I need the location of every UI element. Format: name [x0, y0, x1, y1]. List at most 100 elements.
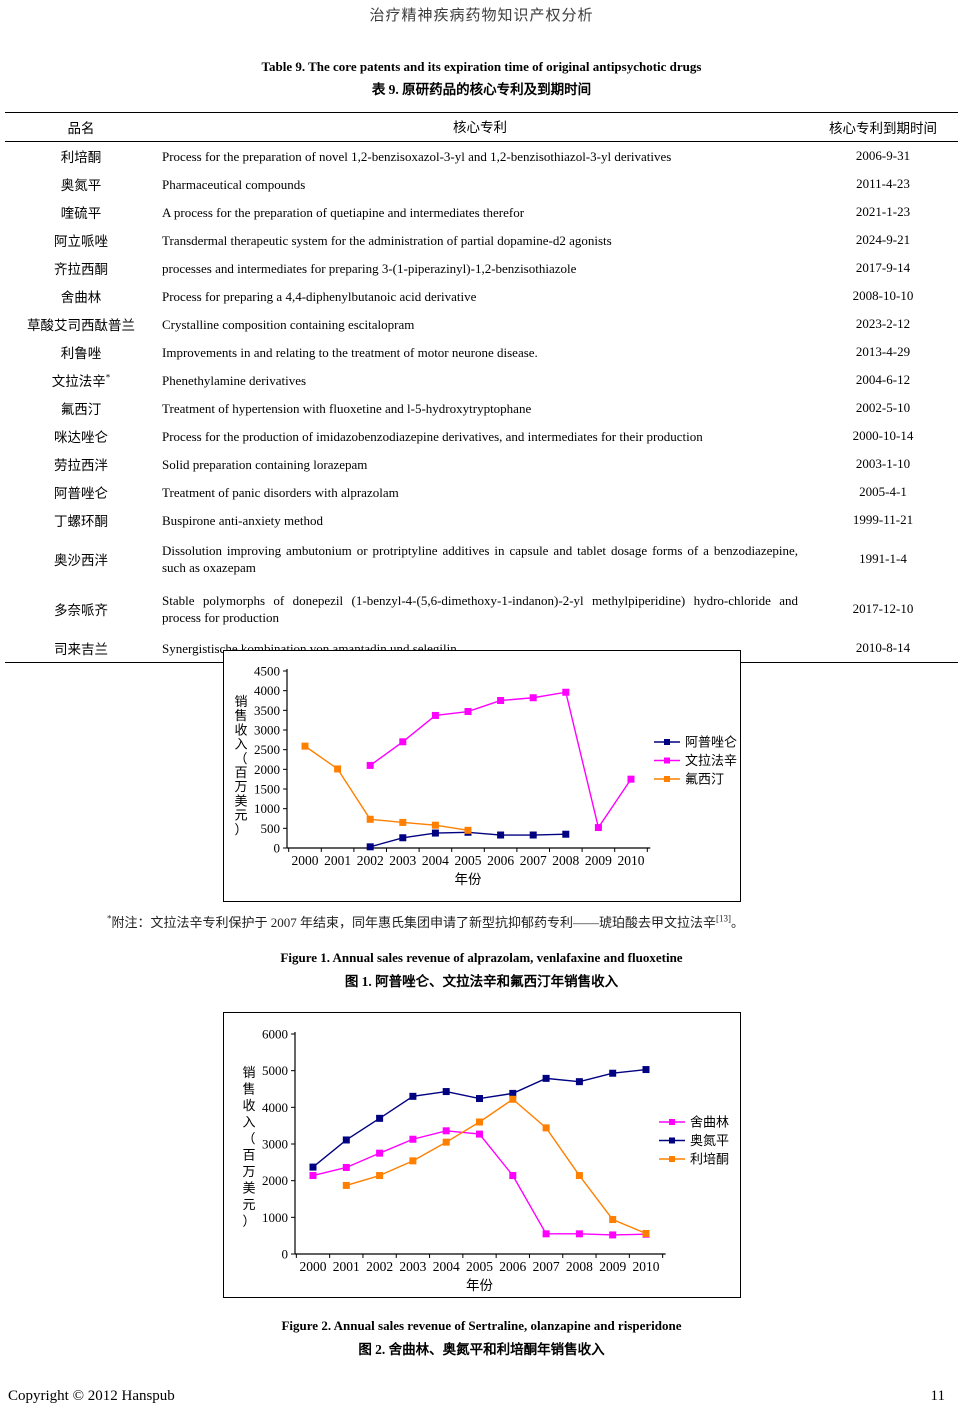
- x-tick-label: 2000: [292, 853, 319, 868]
- table-caption-en: Table 9. The core patents and its expira…: [261, 59, 702, 74]
- table-row: 氟西汀 Treatment of hypertension with fluoxe…: [5, 394, 958, 422]
- expiry-date-cell: 2010-8-14: [808, 634, 958, 663]
- drug-name-cell: 舍曲林: [60, 290, 102, 305]
- expiry-date-cell: 2017-12-10: [852, 601, 914, 616]
- series-line: [369, 691, 632, 830]
- drug-name-cell: 草酸艾司西酞普兰: [27, 318, 135, 333]
- figure2-caption-zh: 图 2. 舍曲林、奥氮平和利培酮年销售收入: [358, 1342, 605, 1357]
- expiry-date-cell: 2011-4-23: [856, 176, 910, 191]
- expiry-date-cell: 2002-5-10: [855, 400, 911, 415]
- x-tick-label: 2002: [366, 1259, 393, 1274]
- y-axis-title-char: 美: [242, 1181, 255, 1196]
- drug-name-cell: 奥沙西泮: [54, 553, 108, 568]
- y-axis-title-char: 元: [234, 808, 247, 823]
- data-point-marker: [334, 765, 342, 773]
- data-point-marker: [497, 831, 505, 839]
- y-tick-label: 1500: [254, 782, 280, 797]
- y-tick-label: 0: [282, 1247, 289, 1262]
- patent-title-cell: Stable polymorphs of donepezil (1-benzyl…: [162, 593, 798, 625]
- table-row: 利培酮 Process for the preparation of novel …: [5, 142, 958, 171]
- x-tick-label: 2007: [520, 853, 547, 868]
- expiry-date-cell: 2006-9-31: [855, 148, 911, 163]
- drug-name-cell: 利培酮: [60, 150, 102, 165]
- y-axis-title-char: 销: [242, 1065, 255, 1080]
- patent-title-cell: Phenethylamine derivatives: [162, 372, 307, 388]
- expiry-date-cell: 2008-10-10: [852, 288, 914, 303]
- table-row: 文拉法辛* Phenethylamine derivatives 2004-6-12: [5, 366, 958, 394]
- expiry-date-cell: 2005-4-1: [859, 484, 907, 499]
- table-row: 阿立哌唑 Transdermal therapeutic system for t…: [5, 226, 958, 254]
- data-point-marker: [562, 830, 570, 838]
- x-tick-label: 2002: [357, 853, 384, 868]
- data-point-marker: [431, 829, 439, 837]
- drug-name-cell: 阿普唑仑: [54, 486, 108, 501]
- data-point-marker: [575, 1078, 583, 1086]
- legend-marker: [669, 1137, 675, 1144]
- y-tick-label: 500: [261, 821, 281, 836]
- data-point-marker: [342, 1136, 350, 1144]
- legend-marker: [669, 1156, 675, 1162]
- y-axis-title-char: 万: [234, 779, 247, 794]
- column-header-drug-name: 品名: [5, 112, 157, 142]
- patent-title-cell: Buspirone anti-anxiety method: [162, 512, 324, 528]
- y-tick-label: 2000: [262, 1173, 288, 1188]
- y-tick-label: 4000: [262, 1100, 288, 1115]
- data-point-marker: [399, 738, 407, 746]
- patent-title-cell: Process for the preparation of novel 1,2…: [162, 148, 672, 164]
- data-point-marker: [562, 688, 570, 696]
- data-point-marker: [594, 824, 602, 832]
- legend-marker: [669, 1119, 675, 1125]
- legend-label: 舍曲林: [690, 1115, 729, 1130]
- legend-label: 阿普唑仑: [685, 735, 737, 750]
- figure2-line-chart: 0 1000 2000 3000 4000 5000 6000 2000 2001 2002 200…: [242, 1027, 729, 1294]
- footnote: *附注：文拉法辛专利保护于 2007 年结束，同年惠氏集团申请了新型抗抑郁药专利…: [107, 912, 867, 931]
- y-tick-label: 0: [274, 841, 281, 856]
- patent-title-cell: Transdermal therapeutic system for the a…: [162, 232, 612, 248]
- drug-name-cell: 司来吉兰: [5, 634, 157, 663]
- y-tick-label: 3000: [262, 1137, 288, 1152]
- patent-title-cell: Treatment of hypertension with fluoxetin…: [162, 400, 532, 416]
- y-axis-title-char: 美: [234, 793, 247, 808]
- x-tick-label: 2006: [499, 1259, 526, 1274]
- data-point-marker: [609, 1069, 617, 1077]
- y-tick-label: 2000: [254, 762, 280, 777]
- footnote-text: 附注：文拉法辛专利保护于 2007 年结束，同年惠氏集团申请了新型抗抑郁药专利—…: [111, 915, 717, 930]
- expiry-date-cell: 2024-9-21: [855, 232, 911, 247]
- x-tick-label: 2009: [599, 1259, 626, 1274]
- x-tick-label: 2003: [399, 1259, 426, 1274]
- data-point-marker: [464, 826, 472, 834]
- core-patents-table: 品名 核心专利 核心专利到期时间 利培酮 Process for the prep…: [5, 112, 958, 663]
- legend-label: 文拉法辛: [685, 753, 737, 768]
- x-tick-label: 2000: [300, 1259, 327, 1274]
- x-tick-label: 2009: [585, 853, 612, 868]
- data-point-marker: [431, 821, 439, 829]
- y-axis-title-char: 销: [234, 694, 247, 709]
- series-line: [312, 1068, 647, 1168]
- y-axis-title-char: ）: [234, 822, 247, 837]
- patent-title-cell: Solid preparation containing lorazepam: [162, 456, 368, 472]
- drug-name-cell: 文拉法辛*: [51, 372, 111, 390]
- drug-name-cell: 咪达唑仑: [54, 430, 108, 445]
- series-line: [312, 1130, 647, 1236]
- expiry-date-cell: 2023-2-12: [855, 316, 911, 331]
- y-axis-title-char: 售: [234, 708, 247, 723]
- data-point-marker: [409, 1092, 417, 1100]
- patent-title-cell: Improvements in and relating to the trea…: [162, 344, 538, 360]
- legend-label: 奥氮平: [690, 1133, 729, 1148]
- footnote-marker: *: [107, 913, 112, 924]
- legend-label: 氟西汀: [685, 772, 724, 787]
- data-point-marker: [409, 1135, 417, 1143]
- data-point-marker: [509, 1095, 517, 1103]
- x-tick-label: 2010: [618, 853, 645, 868]
- table-caption-zh: 表 9. 原研药品的核心专利及到期时间: [371, 82, 592, 97]
- drug-name-cell: 利鲁唑: [60, 346, 102, 361]
- footnote-citation: [13]: [716, 913, 732, 924]
- patent-title-cell: Dissolution improving ambutonium or prot…: [162, 543, 798, 575]
- figure1-caption-en: Figure 1. Annual sales revenue of alpraz…: [280, 950, 683, 965]
- patent-title-cell: A process for the preparation of quetiap…: [162, 204, 525, 220]
- data-point-marker: [642, 1229, 650, 1237]
- data-point-marker: [575, 1172, 583, 1180]
- table-row: 阿普唑仑 Treatment of panic disorders with al…: [5, 478, 958, 506]
- series-line: [304, 745, 469, 831]
- data-point-marker: [529, 831, 537, 839]
